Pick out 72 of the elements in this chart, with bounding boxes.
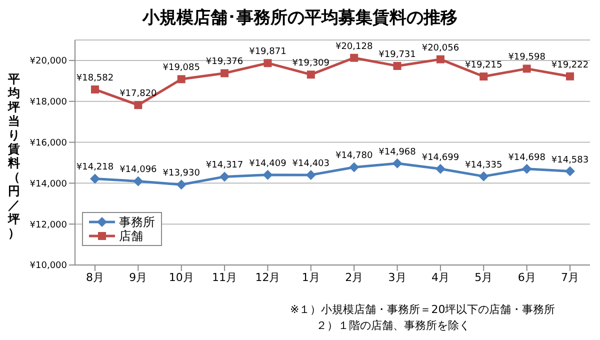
data-label: ¥14,583 [551, 155, 589, 166]
x-tick-label: 7月 [561, 270, 579, 284]
point [522, 64, 531, 73]
x-tick-label: 6月 [518, 270, 536, 284]
data-label: ¥19,598 [508, 52, 546, 63]
x-tick-label: 2月 [345, 270, 364, 284]
x-tick-label: 1月 [302, 270, 320, 284]
data-label: ¥14,780 [335, 151, 373, 162]
point [90, 174, 100, 184]
data-label: ¥20,128 [335, 42, 373, 52]
point [435, 164, 446, 174]
data-label: ¥14,698 [508, 152, 546, 163]
point [478, 171, 489, 182]
y-tick-label: ¥20,000 [30, 56, 68, 67]
data-label: ¥19,215 [465, 60, 502, 71]
data-label: ¥14,409 [249, 158, 287, 169]
y-tick-label: ¥18,000 [30, 98, 68, 108]
data-label: ¥14,317 [206, 160, 244, 171]
point [522, 164, 532, 174]
x-tick-label: 5月 [474, 270, 493, 284]
legend-label: 店舗 [119, 229, 143, 243]
data-label: ¥19,871 [249, 47, 286, 58]
y-tick-label: ¥16,000 [30, 138, 68, 148]
data-label: ¥19,222 [551, 60, 589, 70]
point [133, 176, 144, 186]
data-label: ¥14,403 [292, 158, 330, 169]
y-tick-label: ¥12,000 [30, 220, 68, 230]
point [480, 72, 488, 81]
point [350, 54, 358, 62]
point [349, 162, 360, 172]
x-tick-label: 11月 [212, 270, 238, 284]
x-tick-label: 8月 [86, 270, 104, 284]
point [306, 170, 316, 180]
point [177, 75, 186, 84]
point [262, 170, 273, 180]
text: ２）１階の店舗、事務所を除く [316, 318, 470, 333]
data-label: ¥19,309 [292, 58, 330, 69]
x-tick-label: 9月 [129, 270, 148, 284]
point [306, 70, 315, 79]
point [393, 62, 402, 70]
data-label: ¥18,582 [76, 73, 114, 84]
y-tick-label: ¥14,000 [30, 179, 68, 190]
chart-title: 小規模店舗･事務所の平均募集賃料の推移 [141, 7, 458, 29]
point [176, 180, 186, 190]
data-label: ¥17,820 [120, 89, 158, 100]
text: 平均坪当り賃料（円／坪） [8, 72, 20, 240]
data-label: ¥14,096 [120, 165, 158, 176]
x-tick-label: 3月 [388, 270, 406, 284]
text: ※１）小規模店舗・事務所＝20坪以下の店舗・事務所 [290, 302, 556, 317]
data-label: ¥14,335 [465, 160, 502, 170]
point [134, 101, 142, 110]
x-tick-label: 10月 [168, 270, 194, 284]
data-label: ¥14,968 [378, 147, 416, 158]
point [392, 158, 402, 168]
legend-label: 事務所 [119, 215, 155, 229]
point [436, 55, 444, 64]
data-label: ¥14,218 [76, 162, 114, 173]
y-tick-label: ¥10,000 [30, 261, 68, 272]
data-label: ¥19,376 [206, 57, 244, 68]
data-label: ¥13,930 [162, 168, 200, 179]
point [566, 72, 574, 80]
x-tick-label: 4月 [431, 270, 450, 284]
point [264, 59, 272, 68]
point [565, 166, 575, 176]
data-label: ¥20,056 [422, 43, 460, 54]
point [220, 172, 230, 182]
data-label: ¥19,085 [162, 63, 200, 74]
data-label: ¥14,699 [422, 152, 460, 163]
point [91, 85, 99, 94]
data-label: ¥19,731 [378, 50, 416, 60]
point [220, 69, 229, 78]
x-tick-label: 12月 [255, 270, 280, 284]
